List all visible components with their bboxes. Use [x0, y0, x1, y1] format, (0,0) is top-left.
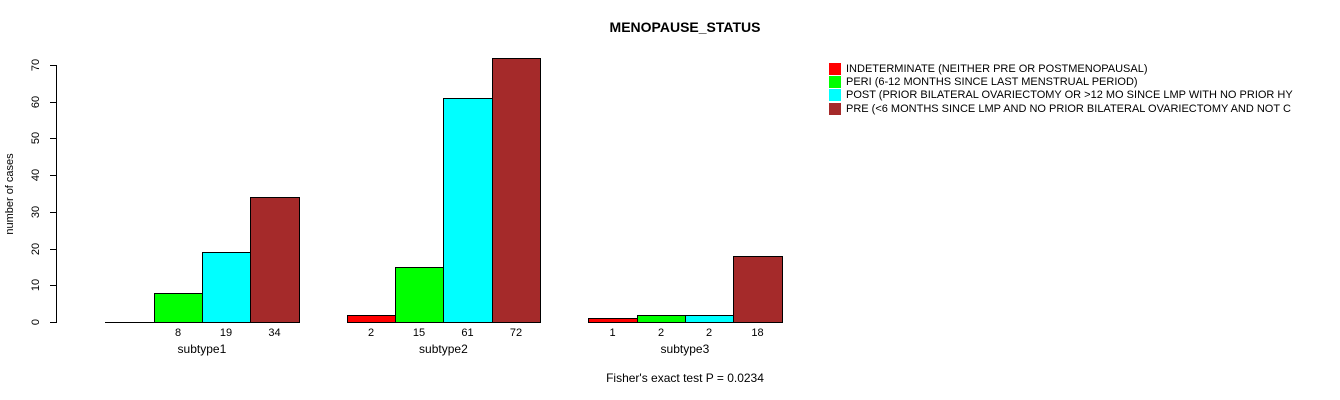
- legend-swatch: [829, 76, 841, 89]
- legend-label: POST (PRIOR BILATERAL OVARIECTOMY OR >12…: [846, 89, 1293, 102]
- bar-value-label: 15: [412, 327, 426, 339]
- bar-value-label: 2: [657, 327, 665, 339]
- bar: [347, 315, 396, 323]
- legend-label: PERI (6-12 MONTHS SINCE LAST MENSTRUAL P…: [846, 76, 1138, 89]
- legend-row: INDETERMINATE (NEITHER PRE OR POSTMENOPA…: [829, 62, 1340, 75]
- y-tick: [50, 65, 57, 66]
- bar-value-label: 61: [461, 327, 474, 339]
- y-tick-label: 60: [30, 95, 42, 109]
- y-tick-label: 70: [30, 58, 42, 72]
- bar: [685, 315, 734, 323]
- y-tick: [50, 138, 57, 139]
- y-tick-label: 30: [30, 205, 42, 219]
- bar: [250, 197, 300, 323]
- plot-area: 0 10 20 30 40 50 60 70 8 19 34 subtype1 2 15 61 72 subty…: [30, 58, 783, 356]
- bar: [202, 252, 251, 323]
- legend-row: PERI (6-12 MONTHS SINCE LAST MENSTRUAL P…: [829, 75, 1340, 89]
- y-tick-label: 20: [30, 242, 42, 256]
- bar-value-label: 18: [751, 327, 764, 339]
- y-tick-label: 0: [30, 318, 42, 326]
- bar-zero-baseline: [105, 322, 155, 323]
- y-tick-label: 10: [30, 278, 42, 292]
- bar: [443, 98, 493, 323]
- y-tick: [50, 175, 57, 176]
- group-label: subtype3: [660, 342, 710, 356]
- bar-value-label: 19: [219, 327, 233, 339]
- bar-value-label: 72: [509, 327, 523, 339]
- bar: [637, 315, 686, 323]
- legend-swatch: [829, 102, 841, 115]
- legend-label: INDETERMINATE (NEITHER PRE OR POSTMENOPA…: [846, 62, 1148, 75]
- bar: [588, 318, 638, 323]
- legend-swatch: [829, 89, 841, 102]
- y-tick: [50, 249, 57, 250]
- bar-value-label: 2: [705, 327, 713, 339]
- legend-row: POST (PRIOR BILATERAL OVARIECTOMY OR >12…: [829, 89, 1340, 102]
- y-tick-label: 50: [30, 131, 42, 145]
- bar-value-label: 8: [174, 327, 182, 339]
- legend-swatch: [829, 62, 841, 75]
- legend-label: PRE (<6 MONTHS SINCE LMP AND NO PRIOR BI…: [846, 102, 1291, 115]
- y-tick: [50, 102, 57, 103]
- legend-row: PRE (<6 MONTHS SINCE LMP AND NO PRIOR BI…: [829, 102, 1340, 115]
- bar-value-label: 34: [268, 327, 281, 339]
- legend: INDETERMINATE (NEITHER PRE OR POSTMENOPA…: [829, 62, 1340, 116]
- y-axis-line: [56, 65, 57, 323]
- chart-title: MENOPAUSE_STATUS: [609, 19, 761, 35]
- y-tick: [50, 212, 57, 213]
- bar: [492, 58, 541, 323]
- group-label: subtype2: [419, 342, 468, 356]
- bar: [395, 267, 444, 323]
- y-tick-label: 40: [30, 168, 42, 182]
- y-tick: [50, 285, 57, 286]
- fishers-test-annotation: Fisher's exact test P = 0.0234: [606, 371, 764, 385]
- bar: [733, 256, 783, 323]
- y-tick: [50, 322, 57, 323]
- group-label: subtype1: [177, 342, 227, 356]
- bar: [154, 293, 203, 323]
- bar-value-label: 1: [609, 327, 616, 339]
- bar-value-label: 2: [367, 327, 375, 339]
